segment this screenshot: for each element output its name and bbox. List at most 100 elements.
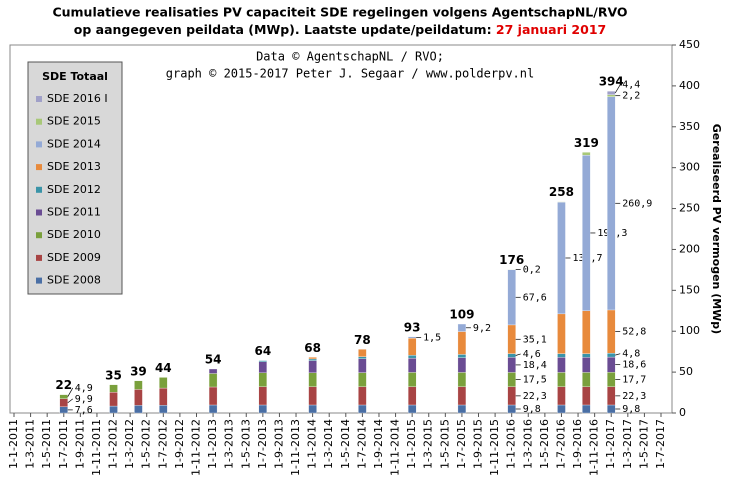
value-label: 9,9 (75, 394, 93, 405)
bar-segment (358, 356, 367, 359)
chart-title-line: op aangegeven peildata (MWp). Laatste up… (74, 22, 606, 37)
bar-segment (308, 360, 317, 373)
bar-segment (59, 398, 68, 407)
bar-segment (358, 386, 367, 406)
value-label: 2,2 (622, 91, 640, 102)
total-label: 35 (105, 368, 122, 382)
total-label: 39 (130, 364, 147, 378)
bar-segment (208, 404, 218, 414)
y-tick-label: 100 (679, 324, 700, 337)
bar-segment (134, 380, 143, 390)
value-label: 67,6 (523, 292, 547, 303)
value-label: 4,6 (523, 349, 541, 360)
legend-label: SDE 2013 (47, 160, 101, 173)
total-label: 44 (155, 361, 172, 375)
bar-segment (457, 386, 467, 406)
x-tick-label: 1-7-2017 (654, 419, 667, 469)
x-tick-label: 1-11-2013 (289, 419, 302, 476)
x-tick-label: 1-5-2014 (339, 419, 352, 469)
legend-swatch (36, 96, 42, 102)
x-tick-label: 1-1-2011 (7, 419, 20, 469)
value-label: 7,6 (75, 405, 93, 416)
x-tick-label: 1-7-2012 (156, 419, 169, 469)
total-label: 68 (304, 341, 321, 355)
x-tick-label: 1-5-2012 (140, 419, 153, 469)
value-label: 22,3 (523, 391, 547, 402)
bar-segment (159, 387, 168, 406)
y-tick-label: 300 (679, 161, 700, 174)
legend-label: SDE 2014 (47, 137, 101, 150)
title-date: 27 januari 2017 (496, 22, 606, 37)
x-tick-label: 1-9-2011 (73, 419, 86, 469)
bar-segment (507, 372, 516, 387)
x-tick-label: 1-11-2014 (389, 419, 402, 476)
bar-segment (258, 360, 267, 362)
value-label: 9,8 (523, 404, 541, 415)
value-label: 0,2 (523, 265, 541, 276)
bar-segment (408, 357, 417, 373)
bar-segment (408, 386, 417, 406)
legend-swatch (36, 141, 42, 148)
leader-line (67, 398, 73, 404)
value-label: 18,4 (523, 360, 547, 371)
x-tick-label: 1-9-2013 (272, 419, 285, 469)
bar-segment (159, 377, 168, 389)
value-label: 4,9 (75, 383, 93, 394)
x-tick-label: 1-3-2014 (322, 419, 335, 469)
value-label: 52,8 (622, 327, 646, 338)
x-tick-label: 1-7-2015 (455, 419, 468, 469)
bar-segment (457, 323, 467, 332)
x-tick-label: 1-3-2015 (422, 419, 435, 469)
bar-segment (208, 368, 218, 374)
y-axis-label: Gerealiseerd PV vermogen (MWp) (710, 124, 723, 334)
x-tick-label: 1-5-2011 (40, 419, 53, 469)
value-label: 17,7 (622, 375, 646, 386)
legend-swatch (36, 164, 42, 171)
bar-segment (582, 155, 591, 311)
subtitle: graph © 2015-2017 Peter J. Segaar / www.… (166, 67, 534, 81)
x-tick-label: 1-1-2014 (306, 419, 319, 469)
bar-segment (358, 372, 367, 387)
bar-segment (582, 372, 591, 387)
x-tick-label: 1-9-2016 (571, 419, 584, 469)
total-label: 394 (599, 75, 624, 89)
legend-label: SDE 2008 (47, 274, 101, 287)
bar-segment (134, 389, 143, 406)
total-label: 78 (354, 333, 371, 347)
x-tick-label: 1-1-2012 (107, 419, 120, 469)
x-tick-label: 1-5-2016 (538, 419, 551, 469)
bar-segment (582, 152, 591, 156)
bar-segment (109, 405, 118, 414)
bar-segment (557, 313, 566, 354)
leader-line (615, 353, 621, 356)
legend-label: SDE 2009 (47, 251, 101, 264)
x-tick-label: 1-11-2012 (189, 419, 202, 476)
bar-segment (308, 372, 317, 387)
bar-segment (507, 404, 516, 414)
bar-segment (408, 336, 417, 339)
bar-segment (557, 404, 566, 414)
bar-segment (607, 404, 616, 414)
bar-segment (607, 309, 616, 354)
bar-segment (109, 384, 118, 393)
x-tick-label: 1-11-2016 (588, 419, 601, 476)
bar-segment (408, 404, 417, 414)
bar-segment (507, 386, 516, 406)
leader-line (515, 353, 521, 356)
x-tick-label: 1-3-2013 (223, 419, 236, 469)
x-tick-label: 1-9-2014 (372, 419, 385, 469)
x-tick-label: 1-5-2013 (239, 419, 252, 469)
value-label: 35,1 (523, 334, 547, 345)
value-label: 9,2 (473, 323, 491, 334)
total-label: 319 (574, 136, 599, 150)
bar-segment (358, 349, 367, 357)
bar-segment (358, 358, 367, 373)
value-label: 1,5 (423, 332, 441, 343)
bar-segment (507, 357, 516, 373)
bar-segment (457, 404, 467, 414)
legend-swatch (36, 209, 42, 216)
x-tick-label: 1-5-2017 (637, 419, 650, 469)
y-tick-label: 200 (679, 242, 700, 255)
bar-segment (607, 386, 616, 406)
